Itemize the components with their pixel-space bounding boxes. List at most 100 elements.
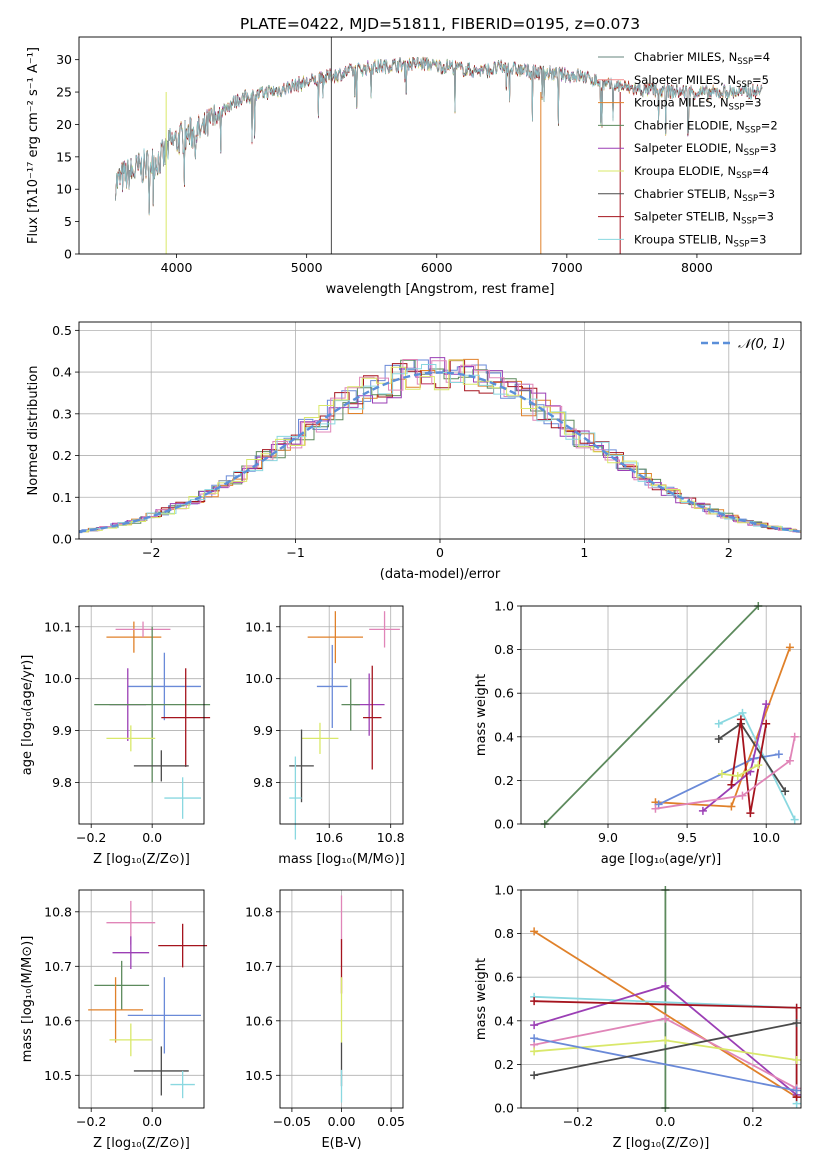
histogram-series xyxy=(79,359,801,533)
y-tick-label: 10.7 xyxy=(44,959,72,974)
mass-weight-vs-age-axes xyxy=(517,605,801,828)
y-tick-label: 15 xyxy=(56,149,72,164)
weight-point-marker xyxy=(714,734,723,743)
weight-point-marker xyxy=(754,761,763,770)
legend-label: Chabrier STELIB, NSSP=3 xyxy=(634,187,775,204)
x-axis-label: E(B-V) xyxy=(321,1136,361,1151)
y-axis-label: age [log₁₀(age/yr)] xyxy=(20,655,35,776)
weight-series-line xyxy=(655,736,796,810)
x-tick-label: 0.0 xyxy=(142,830,162,845)
x-tick-label: −0.05 xyxy=(273,1114,311,1129)
plot-frame xyxy=(279,605,404,825)
weight-point-marker xyxy=(792,1056,801,1065)
mass-vs-z-axes xyxy=(75,890,204,1112)
weight-point-marker xyxy=(781,787,790,796)
y-tick-label: 0.4 xyxy=(52,365,72,380)
legend-label: Kroupa MILES, NSSP=3 xyxy=(634,96,761,113)
y-tick-label: 30 xyxy=(56,52,72,67)
y-tick-label: 9.8 xyxy=(253,775,273,790)
weight-point-marker xyxy=(762,719,771,728)
x-tick-label: 0.2 xyxy=(743,1114,763,1129)
x-tick-label: 10.8 xyxy=(377,830,405,845)
weight-point-marker xyxy=(661,1014,670,1023)
spectrum-axes xyxy=(75,59,698,258)
weight-point-marker xyxy=(785,643,794,652)
weight-point-marker xyxy=(651,804,660,813)
x-tick-label: 9.0 xyxy=(598,830,618,845)
weight-point-marker xyxy=(792,1003,801,1012)
y-tick-label: 10.0 xyxy=(44,671,72,686)
x-axis-label: mass [log₁₀(M/M⊙)] xyxy=(278,852,405,867)
x-tick-label: −0.2 xyxy=(76,830,106,845)
x-axis-label: wavelength [Angstrom, rest frame] xyxy=(326,282,555,297)
y-tick-label: 0.2 xyxy=(494,773,514,788)
plot-frame xyxy=(520,605,802,825)
y-tick-label: 0 xyxy=(64,247,72,262)
y-tick-label: 0.4 xyxy=(494,1013,514,1028)
plot-frame xyxy=(78,889,205,1109)
y-tick-label: 0.3 xyxy=(52,406,72,421)
weight-point-marker xyxy=(792,1018,801,1027)
y-tick-label: 10.5 xyxy=(44,1068,72,1083)
plot-frame xyxy=(78,605,205,825)
chart-title: PLATE=0422, MJD=51811, FIBERID=0195, z=0… xyxy=(240,15,640,33)
legend-label: Kroupa STELIB, NSSP=3 xyxy=(634,232,766,249)
y-tick-label: 1.0 xyxy=(494,599,514,614)
plot-frame xyxy=(520,889,802,1109)
weight-point-marker xyxy=(530,1071,539,1080)
x-tick-label: −1 xyxy=(286,545,304,560)
y-tick-label: 10.6 xyxy=(245,1013,273,1028)
x-tick-label: 0.00 xyxy=(328,1114,356,1129)
x-axis-label: Z [log₁₀(Z/Z⊙)] xyxy=(93,1136,190,1151)
y-tick-label: 0.2 xyxy=(52,448,72,463)
weight-point-marker xyxy=(727,780,736,789)
legend-label: Salpeter ELODIE, NSSP=3 xyxy=(634,141,777,158)
x-tick-label: 0.0 xyxy=(142,1114,162,1129)
y-tick-label: 10.7 xyxy=(245,959,273,974)
y-tick-label: 10.5 xyxy=(245,1068,273,1083)
weight-point-marker xyxy=(714,719,723,728)
weight-series-line xyxy=(533,1037,797,1092)
y-tick-label: 10.6 xyxy=(44,1013,72,1028)
weight-point-marker xyxy=(738,708,747,717)
y-tick-label: 10 xyxy=(56,182,72,197)
y-tick-label: 0.8 xyxy=(494,642,514,657)
y-tick-label: 0.6 xyxy=(494,686,514,701)
weight-point-marker xyxy=(530,1034,539,1043)
y-tick-label: 0.6 xyxy=(494,970,514,985)
x-tick-label: 4000 xyxy=(161,260,193,275)
weight-point-marker xyxy=(530,927,539,936)
x-tick-label: 0.0 xyxy=(655,1114,675,1129)
y-tick-label: 9.8 xyxy=(52,775,72,790)
y-tick-label: 9.9 xyxy=(52,723,72,738)
weight-point-marker xyxy=(762,700,771,709)
histogram-series xyxy=(79,360,801,533)
age-vs-mass-axes xyxy=(276,606,403,828)
y-tick-label: 9.9 xyxy=(253,723,273,738)
y-tick-label: 1.0 xyxy=(494,883,514,898)
residuals-axes xyxy=(75,322,801,543)
histogram-series xyxy=(79,358,801,533)
weight-series-line xyxy=(533,1022,797,1077)
weight-point-marker xyxy=(530,1021,539,1030)
x-axis-label: (data-model)/error xyxy=(380,567,501,582)
x-tick-label: 0.05 xyxy=(377,1114,405,1129)
plot-frame xyxy=(279,889,404,1109)
y-tick-label: 5 xyxy=(64,214,72,229)
weight-point-marker xyxy=(698,806,707,815)
weight-point-marker xyxy=(790,732,799,741)
x-tick-label: 10.6 xyxy=(315,830,343,845)
weight-point-marker xyxy=(661,981,670,990)
x-tick-label: −0.2 xyxy=(76,1114,106,1129)
x-tick-label: 9.5 xyxy=(677,830,697,845)
plot-frame xyxy=(78,36,802,255)
y-tick-label: 0.0 xyxy=(494,817,514,832)
legend-label: Chabrier MILES, NSSP=4 xyxy=(634,50,770,67)
y-tick-label: 0.0 xyxy=(494,1101,514,1116)
spectrum-line xyxy=(115,56,763,215)
plot-frame xyxy=(78,321,802,540)
y-tick-label: 25 xyxy=(56,85,72,100)
weight-series-line xyxy=(533,930,798,1098)
y-tick-label: 10.0 xyxy=(245,671,273,686)
